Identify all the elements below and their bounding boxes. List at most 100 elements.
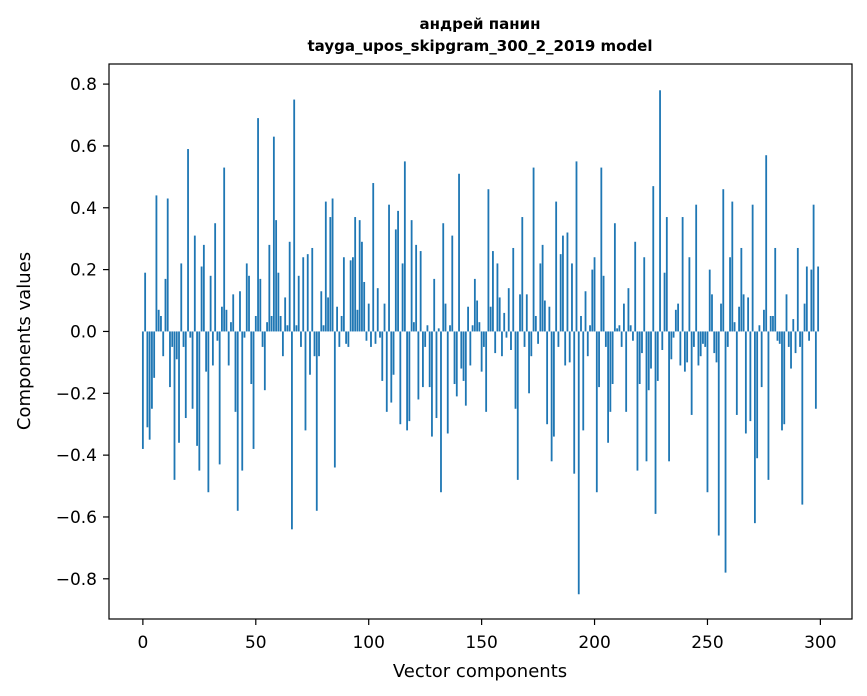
bar-18	[182, 331, 185, 347]
bar-23	[193, 235, 196, 332]
bar-150	[480, 331, 483, 372]
bar-151	[482, 331, 485, 347]
bar-201	[595, 331, 598, 493]
bar-219	[636, 331, 639, 471]
bar-17	[180, 263, 183, 332]
bar-268	[747, 297, 750, 332]
bar-62	[281, 331, 284, 357]
bar-209	[613, 223, 616, 332]
bar-91	[347, 331, 350, 347]
bar-53	[261, 331, 264, 347]
bar-55	[266, 322, 268, 332]
bar-106	[381, 331, 384, 381]
bar-5	[153, 331, 156, 378]
bar-176	[539, 263, 542, 332]
bar-26	[200, 266, 203, 332]
bar-141	[460, 331, 463, 369]
bar-104	[376, 288, 379, 332]
bar-253	[713, 331, 716, 354]
bar-112	[394, 229, 397, 332]
bar-185	[559, 254, 562, 332]
bar-52	[259, 278, 262, 332]
bar-149	[478, 322, 481, 332]
bar-288	[792, 319, 795, 332]
bar-10	[164, 278, 167, 332]
bar-145	[469, 331, 472, 366]
bar-66	[291, 331, 293, 530]
bar-255	[717, 331, 720, 536]
bar-94	[354, 217, 357, 332]
bar-156	[494, 331, 497, 354]
y-tick-label: 0.0	[70, 322, 97, 342]
bar-40	[232, 294, 235, 332]
x-tick-label: 0	[137, 633, 148, 653]
chart-title-line1: андрей панин	[420, 15, 541, 33]
bar-33	[216, 331, 219, 341]
bar-0	[141, 331, 144, 449]
bar-131	[437, 328, 440, 332]
bar-235	[672, 331, 675, 338]
bar-276	[765, 155, 768, 332]
bar-49	[252, 331, 255, 449]
bar-46	[245, 263, 248, 332]
bar-286	[787, 331, 790, 347]
bar-77	[315, 331, 318, 511]
bar-19	[184, 331, 187, 419]
bar-72	[304, 331, 307, 431]
bar-190	[571, 263, 573, 332]
bar-193	[577, 331, 580, 595]
bar-212	[620, 331, 623, 347]
bar-99	[365, 331, 368, 341]
bar-244	[693, 331, 695, 347]
bar-196	[584, 291, 587, 332]
bar-173	[532, 167, 535, 332]
bar-189	[568, 331, 571, 363]
bar-73	[306, 254, 309, 332]
bar-25	[198, 331, 201, 471]
bar-39	[230, 322, 232, 332]
bar-280	[774, 247, 777, 332]
bar-184	[557, 331, 560, 347]
y-tick-label: −0.6	[56, 508, 97, 528]
bar-118	[408, 331, 411, 422]
bar-245	[695, 204, 698, 332]
bar-70	[300, 331, 302, 347]
bar-182	[552, 331, 555, 437]
bar-281	[776, 331, 779, 341]
plot-frame	[108, 63, 853, 620]
bar-270	[751, 204, 754, 332]
bar-82	[327, 297, 329, 332]
bar-3	[148, 331, 151, 440]
bar-132	[440, 331, 442, 493]
bar-142	[462, 331, 465, 381]
bar-86	[336, 306, 338, 332]
bar-123	[419, 251, 422, 332]
bar-191	[573, 331, 576, 474]
bar-192	[575, 161, 578, 332]
bar-114	[399, 331, 402, 425]
bar-208	[611, 331, 614, 385]
x-tick-label: 200	[578, 633, 610, 653]
bar-159	[501, 331, 503, 357]
bar-29	[207, 331, 210, 493]
bar-144	[467, 306, 469, 332]
bar-237	[677, 303, 680, 332]
bar-43	[239, 291, 241, 332]
bar-197	[586, 331, 589, 357]
x-axis-label: Vector components	[393, 661, 567, 682]
bar-98	[363, 281, 366, 332]
bar-148	[476, 300, 479, 332]
bar-248	[702, 331, 704, 344]
bar-232	[665, 217, 668, 332]
bar-228	[656, 331, 659, 381]
bar-282	[778, 331, 781, 344]
bar-275	[763, 309, 765, 332]
bar-165	[514, 331, 517, 409]
bar-71	[302, 257, 305, 332]
bar-69	[297, 275, 300, 332]
bar-269	[749, 331, 752, 422]
bar-61	[279, 315, 282, 332]
bar-21	[189, 331, 192, 338]
bar-168	[521, 217, 524, 332]
bar-183	[555, 201, 558, 332]
